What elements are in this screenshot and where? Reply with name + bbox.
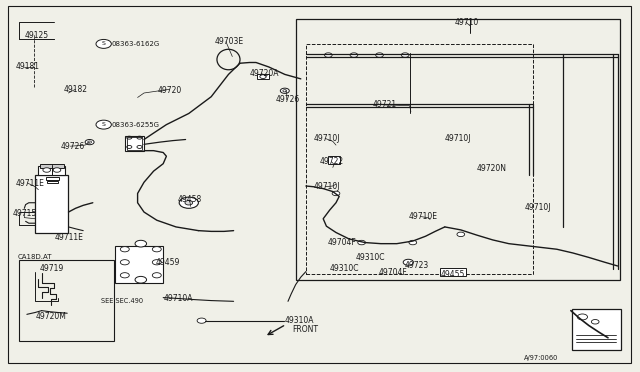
Bar	[296, 19, 620, 280]
Text: 49459: 49459	[156, 258, 180, 267]
Circle shape	[179, 197, 198, 208]
Circle shape	[591, 320, 599, 324]
Circle shape	[457, 232, 465, 237]
Circle shape	[332, 191, 340, 196]
Circle shape	[350, 53, 358, 57]
Text: 49458: 49458	[178, 195, 202, 204]
Text: 49704F: 49704F	[328, 238, 356, 247]
Bar	[47, 181, 58, 183]
Text: 49181: 49181	[16, 62, 40, 71]
Text: 49710E: 49710E	[408, 212, 437, 221]
Bar	[572, 309, 621, 350]
Text: FRONT: FRONT	[292, 326, 318, 334]
Text: 49310C: 49310C	[330, 264, 359, 273]
Bar	[38, 166, 65, 175]
Text: 49710J: 49710J	[314, 182, 340, 191]
Text: 49710J: 49710J	[525, 203, 551, 212]
Text: 49710: 49710	[454, 18, 479, 27]
Bar	[306, 44, 533, 274]
Text: 08363-6255G: 08363-6255G	[112, 122, 160, 128]
Circle shape	[324, 53, 332, 57]
Text: 49719: 49719	[40, 264, 64, 273]
Circle shape	[376, 53, 383, 57]
Text: 49720M: 49720M	[35, 312, 66, 321]
Text: 49710J: 49710J	[445, 134, 471, 143]
Circle shape	[120, 273, 129, 278]
Circle shape	[152, 273, 161, 278]
Text: 49720: 49720	[158, 86, 182, 95]
Text: 08363-6162G: 08363-6162G	[112, 41, 160, 47]
Text: 49723: 49723	[405, 262, 429, 270]
Circle shape	[403, 259, 413, 265]
Text: 49182: 49182	[64, 85, 88, 94]
Circle shape	[120, 260, 129, 265]
Text: CA18D.AT: CA18D.AT	[18, 254, 52, 260]
Circle shape	[135, 276, 147, 283]
Text: 49721: 49721	[373, 100, 397, 109]
Circle shape	[197, 318, 206, 323]
Bar	[328, 156, 340, 164]
Text: S: S	[102, 122, 106, 127]
Bar	[440, 268, 466, 276]
Text: 49455: 49455	[440, 270, 465, 279]
Bar	[35, 175, 68, 232]
Text: 49703E: 49703E	[215, 37, 244, 46]
Circle shape	[43, 168, 51, 172]
Bar	[19, 260, 114, 341]
Text: 49715: 49715	[13, 209, 37, 218]
Text: S: S	[102, 41, 106, 46]
Text: 49726: 49726	[61, 142, 85, 151]
Text: A/97:0060: A/97:0060	[524, 355, 558, 361]
Text: 49720A: 49720A	[250, 69, 279, 78]
Circle shape	[96, 120, 111, 129]
Circle shape	[96, 39, 111, 48]
Text: 49710A: 49710A	[163, 294, 193, 303]
Circle shape	[358, 240, 365, 245]
Bar	[40, 164, 64, 168]
Text: 49310A: 49310A	[285, 316, 314, 325]
Text: 49720N: 49720N	[477, 164, 507, 173]
Bar	[115, 246, 163, 283]
Text: SEE SEC.490: SEE SEC.490	[101, 298, 143, 304]
Text: 49711E: 49711E	[54, 233, 83, 242]
Bar	[257, 74, 269, 79]
Circle shape	[280, 88, 289, 93]
Text: 49125: 49125	[24, 31, 49, 40]
Text: 49726: 49726	[275, 95, 300, 104]
Bar	[125, 136, 144, 151]
Bar	[46, 177, 59, 180]
Circle shape	[260, 75, 266, 78]
Circle shape	[577, 314, 588, 320]
Text: 49711E: 49711E	[16, 179, 45, 187]
Circle shape	[152, 247, 161, 252]
Circle shape	[120, 247, 129, 252]
Bar	[127, 137, 142, 150]
Circle shape	[185, 201, 193, 205]
Circle shape	[135, 240, 147, 247]
Text: 49722: 49722	[320, 157, 344, 166]
Circle shape	[283, 90, 287, 92]
Text: 49310C: 49310C	[356, 253, 385, 262]
Text: 49710J: 49710J	[314, 134, 340, 143]
Circle shape	[409, 240, 417, 245]
Circle shape	[85, 140, 94, 145]
Circle shape	[152, 260, 161, 265]
Circle shape	[53, 168, 61, 172]
Circle shape	[88, 141, 92, 143]
Circle shape	[401, 53, 409, 57]
Text: 49704F: 49704F	[379, 268, 408, 277]
